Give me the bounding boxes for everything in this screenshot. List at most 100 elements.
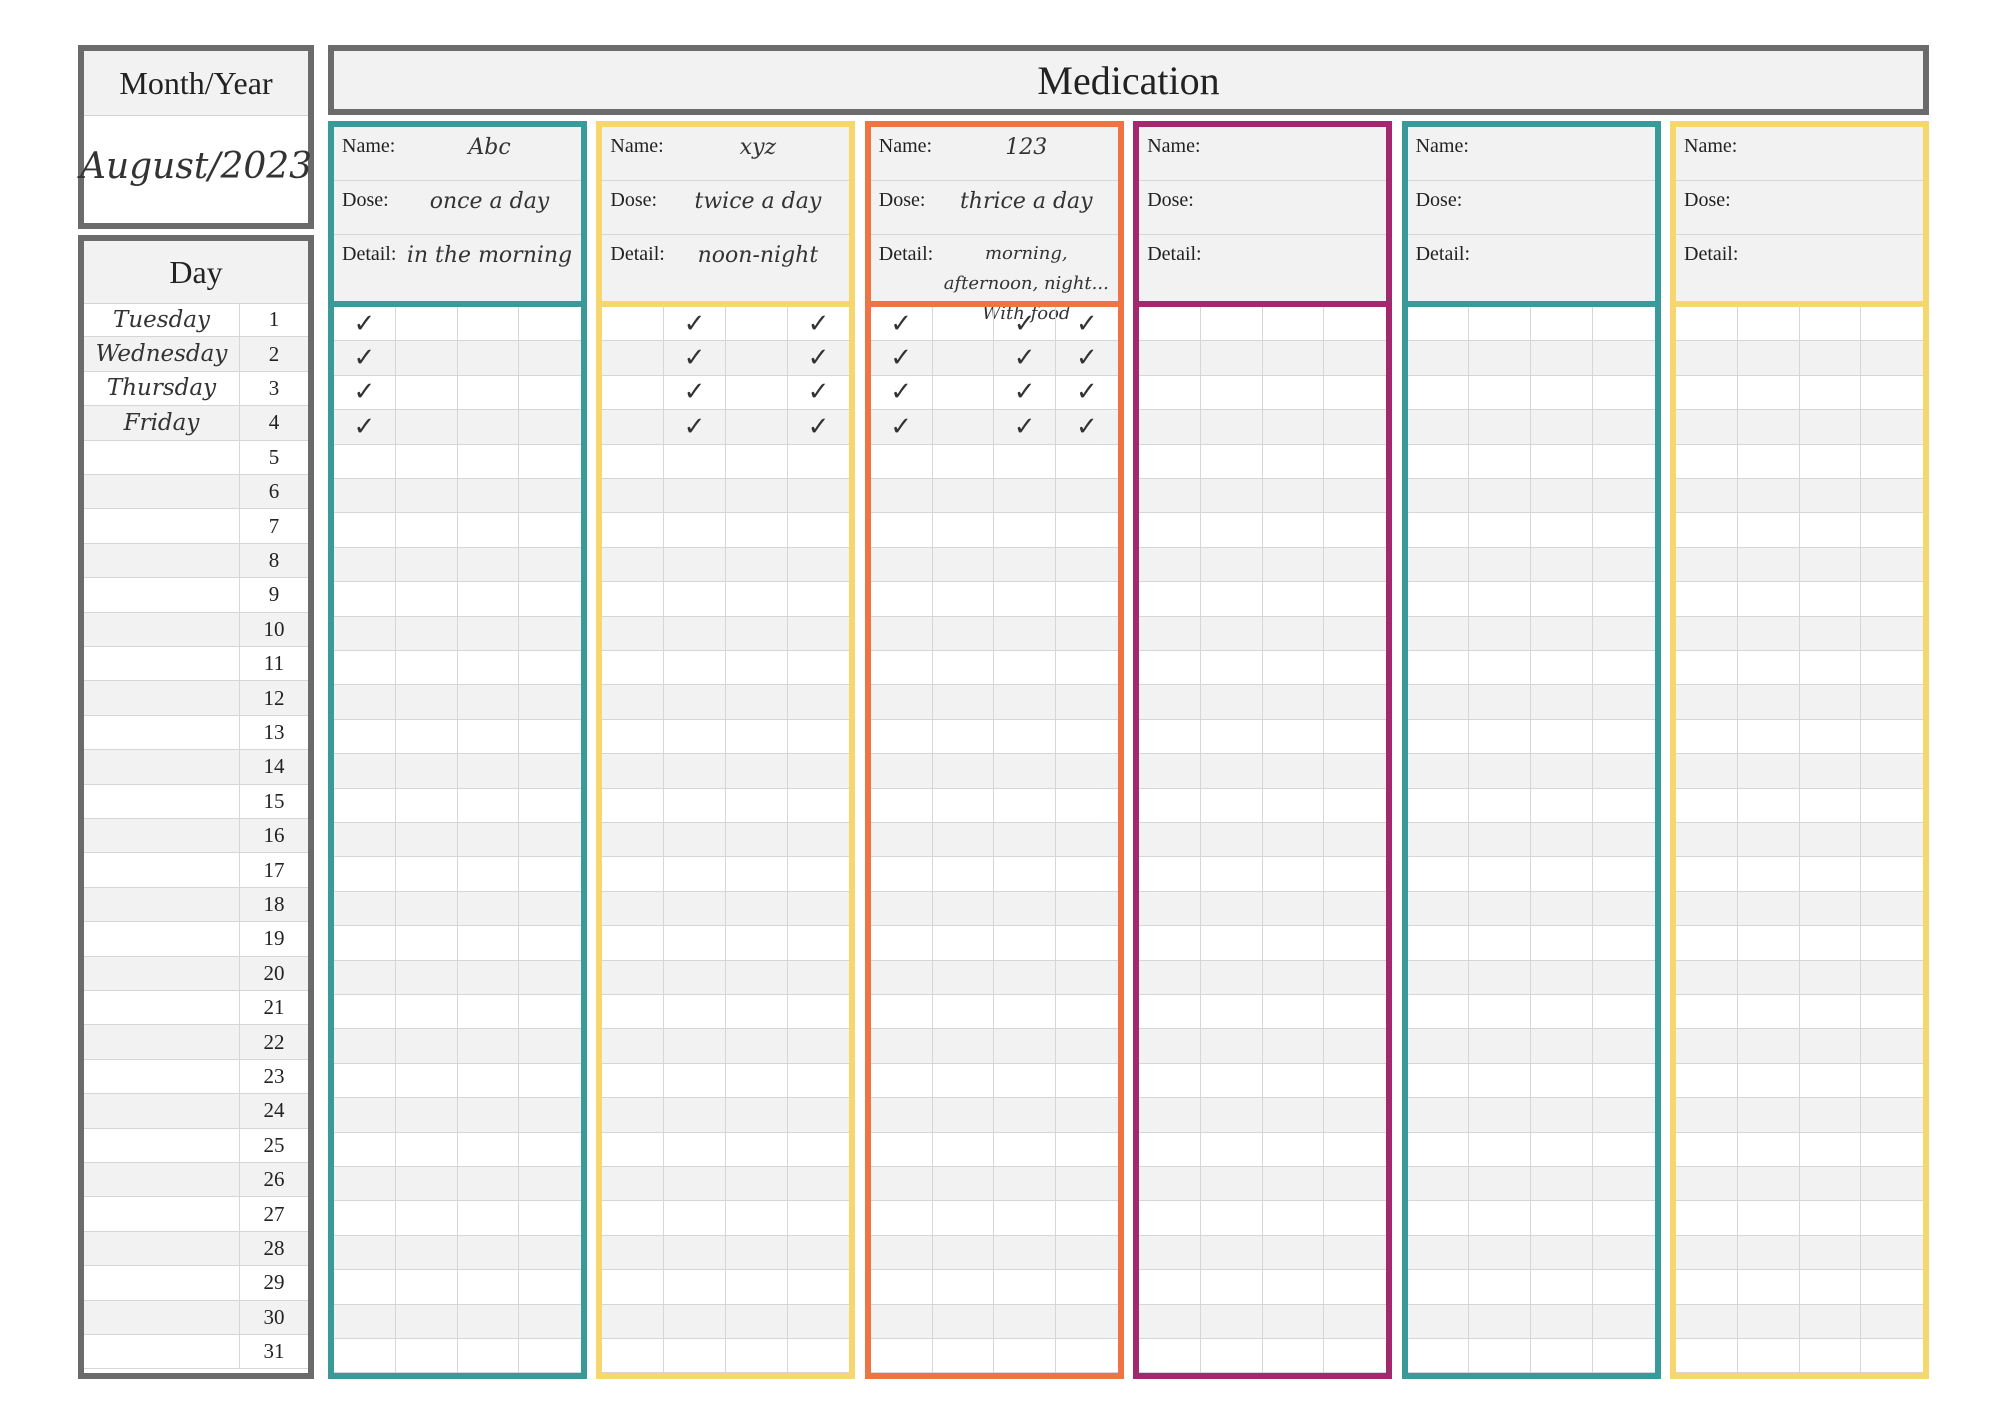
day-weekday[interactable] — [84, 578, 240, 612]
check-cell[interactable] — [994, 1339, 1057, 1374]
check-cell[interactable] — [1469, 960, 1532, 995]
check-cell[interactable] — [870, 616, 933, 651]
check-cell[interactable] — [1676, 444, 1738, 479]
check-cell[interactable] — [870, 582, 933, 617]
check-cell[interactable] — [1200, 754, 1263, 789]
check-cell[interactable] — [932, 479, 995, 514]
check-cell[interactable] — [1324, 341, 1387, 376]
check-cell[interactable] — [1531, 1167, 1593, 1202]
check-cell[interactable] — [664, 1235, 726, 1271]
check-cell[interactable] — [1861, 995, 1923, 1030]
check-cell[interactable] — [519, 720, 581, 755]
check-cell[interactable] — [1592, 1029, 1655, 1064]
check-cell[interactable] — [725, 1201, 788, 1236]
check-cell[interactable] — [1056, 857, 1118, 892]
check-cell[interactable] — [1200, 719, 1263, 755]
check-cell[interactable] — [787, 1029, 850, 1064]
check-cell[interactable] — [994, 926, 1057, 961]
check-cell[interactable] — [1139, 651, 1201, 686]
check-cell-checked[interactable]: ✓ — [870, 375, 933, 411]
check-cell[interactable] — [1200, 616, 1263, 651]
check-cell[interactable] — [1324, 720, 1387, 755]
check-cell[interactable] — [1324, 1133, 1387, 1167]
check-cell[interactable] — [1056, 1064, 1118, 1099]
check-cell[interactable] — [1262, 651, 1325, 686]
check-cell[interactable] — [1676, 547, 1738, 583]
check-cell[interactable] — [1407, 547, 1470, 583]
day-weekday[interactable] — [84, 543, 240, 578]
check-cell[interactable] — [395, 1029, 458, 1064]
check-cell[interactable] — [870, 719, 933, 755]
check-cell[interactable] — [1324, 651, 1387, 686]
day-weekday[interactable] — [84, 750, 240, 784]
check-cell[interactable] — [334, 616, 396, 651]
check-cell[interactable] — [519, 1064, 581, 1099]
check-cell[interactable] — [1592, 445, 1655, 479]
check-cell[interactable] — [1469, 891, 1532, 927]
check-cell[interactable] — [994, 995, 1057, 1030]
check-cell[interactable] — [519, 341, 581, 376]
check-cell[interactable] — [1407, 891, 1470, 927]
check-cell[interactable] — [602, 1167, 665, 1202]
check-cell[interactable] — [787, 1270, 850, 1305]
medication-detail-value[interactable]: noon-night — [697, 243, 819, 268]
check-cell[interactable] — [1676, 307, 1738, 342]
check-cell[interactable] — [664, 1132, 726, 1167]
check-cell[interactable] — [1861, 891, 1923, 927]
check-cell[interactable] — [1139, 1270, 1201, 1305]
check-cell[interactable] — [1262, 375, 1325, 411]
check-cell[interactable] — [1469, 1029, 1532, 1064]
check-cell[interactable] — [1200, 513, 1263, 548]
check-cell[interactable] — [725, 513, 788, 548]
check-cell[interactable] — [1200, 1339, 1263, 1374]
check-cell[interactable] — [1531, 1235, 1593, 1271]
medication-name-value[interactable]: xyz — [739, 135, 777, 160]
check-cell[interactable] — [664, 960, 726, 995]
check-cell[interactable] — [1592, 1133, 1655, 1167]
check-cell[interactable] — [1407, 479, 1470, 514]
check-cell[interactable] — [787, 616, 850, 651]
check-cell[interactable] — [870, 1029, 933, 1064]
check-cell[interactable] — [787, 789, 850, 823]
check-cell[interactable] — [932, 547, 995, 583]
check-cell[interactable] — [932, 616, 995, 651]
day-weekday[interactable] — [84, 784, 240, 818]
check-cell[interactable] — [1861, 1064, 1923, 1099]
check-cell[interactable] — [870, 1304, 933, 1339]
check-cell[interactable] — [334, 479, 396, 514]
check-cell[interactable] — [1200, 1132, 1263, 1167]
check-cell[interactable] — [664, 1098, 726, 1133]
check-cell[interactable] — [870, 754, 933, 789]
check-cell[interactable] — [1531, 341, 1593, 376]
check-cell[interactable] — [787, 685, 850, 720]
check-cell[interactable] — [602, 960, 665, 995]
check-cell[interactable] — [1139, 960, 1201, 995]
check-cell[interactable] — [932, 1304, 995, 1339]
check-cell[interactable] — [1737, 1098, 1800, 1133]
check-cell[interactable] — [1200, 307, 1263, 342]
check-cell[interactable] — [1407, 719, 1470, 755]
check-cell[interactable] — [602, 685, 665, 720]
day-weekday[interactable] — [84, 1128, 240, 1162]
check-cell[interactable] — [1139, 719, 1201, 755]
check-cell[interactable] — [1407, 754, 1470, 789]
check-cell[interactable] — [1799, 547, 1862, 583]
check-cell[interactable] — [1056, 445, 1118, 479]
check-cell[interactable] — [787, 513, 850, 548]
check-cell[interactable] — [519, 1133, 581, 1167]
check-cell[interactable] — [1861, 1270, 1923, 1305]
check-cell[interactable] — [1056, 1133, 1118, 1167]
day-weekday[interactable] — [84, 956, 240, 990]
check-cell[interactable] — [1324, 582, 1387, 617]
check-cell[interactable] — [1531, 1201, 1593, 1236]
check-cell[interactable] — [994, 960, 1057, 995]
check-cell[interactable] — [932, 857, 995, 892]
check-cell[interactable] — [395, 788, 458, 823]
check-cell[interactable] — [1861, 685, 1923, 720]
check-cell[interactable] — [725, 1339, 788, 1374]
check-cell[interactable] — [1407, 582, 1470, 617]
check-cell[interactable] — [725, 1098, 788, 1133]
check-cell[interactable] — [787, 1304, 850, 1339]
check-cell[interactable] — [1799, 926, 1862, 961]
check-cell[interactable] — [725, 1235, 788, 1271]
